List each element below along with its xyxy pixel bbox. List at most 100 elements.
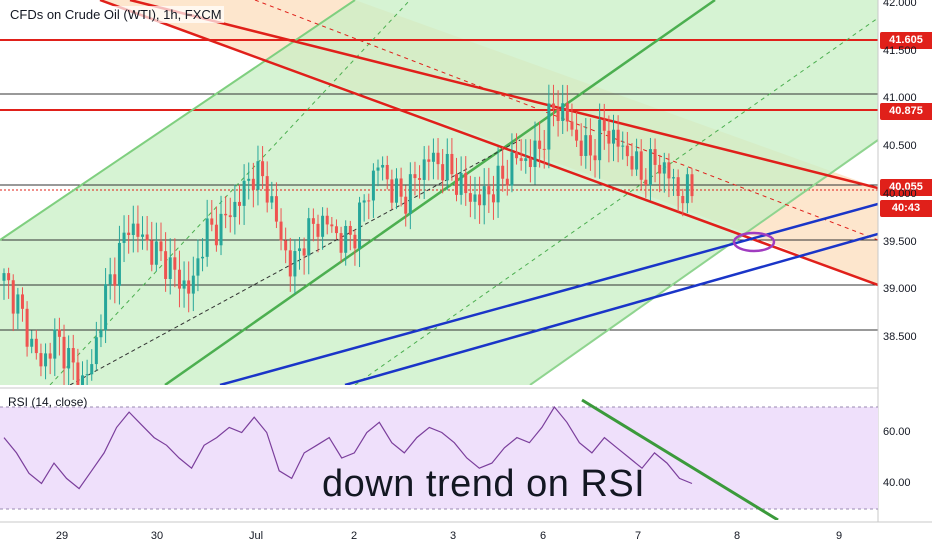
candle-body	[427, 159, 431, 162]
candle-body	[270, 196, 274, 203]
candle-body	[44, 353, 48, 367]
candle-body	[376, 167, 380, 171]
candle-body	[25, 308, 29, 347]
candle-body	[505, 178, 509, 186]
candle-body	[104, 284, 108, 331]
candle-body	[224, 213, 228, 216]
candle-body	[542, 148, 546, 150]
candle-body	[293, 251, 297, 277]
candle-body	[478, 194, 482, 206]
blue-support-upper	[219, 202, 878, 385]
candle-body	[182, 280, 186, 289]
candle-body	[191, 275, 195, 294]
rsi-annotation: down trend on RSI	[322, 463, 646, 505]
red-channel-upper	[129, 0, 878, 190]
time-tick-label: 3	[449, 530, 457, 542]
candle-body	[127, 232, 131, 236]
candle-body	[579, 140, 583, 156]
candle-body	[399, 178, 403, 197]
candle-body	[547, 103, 551, 150]
candle-body	[635, 151, 639, 170]
blue-support-lower	[344, 232, 878, 385]
rsi-pane	[0, 398, 878, 520]
candle-body	[30, 338, 34, 347]
candle-body	[173, 257, 177, 270]
candle-body	[7, 273, 11, 281]
candle-body	[436, 152, 440, 165]
candle-body	[418, 178, 422, 180]
candle-body	[501, 165, 505, 179]
candle-body	[515, 152, 519, 159]
green-channel-upper	[529, 139, 878, 385]
candle-body	[408, 174, 412, 214]
candle-body	[681, 195, 685, 204]
candle-body	[334, 226, 338, 234]
candle-body	[565, 103, 569, 122]
price-tick-label: 39.000	[883, 283, 917, 296]
red-channel-lower	[99, 0, 878, 287]
candle-body	[177, 269, 181, 289]
candle-body	[136, 223, 140, 237]
candle-body	[607, 130, 611, 144]
candle-body	[339, 233, 343, 253]
candle-body	[588, 135, 592, 156]
candle-body	[528, 158, 532, 168]
candle-body	[53, 329, 57, 359]
candle-body	[2, 273, 6, 281]
candle-body	[667, 162, 671, 179]
price-tick-label: 40.500	[883, 140, 917, 153]
candle-body	[261, 161, 265, 177]
candle-body	[201, 256, 205, 259]
candle-body	[625, 145, 629, 157]
candle-body	[533, 140, 537, 168]
price-tick-label: 41.000	[883, 92, 917, 105]
candle-body	[344, 225, 348, 253]
candle-body	[381, 164, 385, 168]
candle-body	[16, 294, 20, 314]
candle-body	[413, 174, 417, 179]
candle-body	[117, 242, 121, 286]
candle-body	[251, 178, 255, 190]
price-tag-40875: 40.875	[880, 103, 932, 120]
candle-body	[168, 257, 172, 279]
candle-body	[214, 224, 218, 246]
candle-body	[141, 234, 145, 237]
rsi-downtrend-line	[581, 398, 779, 520]
candle-body	[302, 248, 306, 256]
candle-body	[237, 201, 241, 206]
candle-body	[247, 178, 251, 181]
candle-body	[242, 180, 246, 206]
candle-body	[321, 215, 325, 237]
candlestick-series	[2, 84, 694, 385]
candle-body	[519, 158, 523, 161]
candle-body	[464, 173, 468, 194]
chart-title: CFDs on Crude Oil (WTI), 1h, FXCM	[8, 6, 224, 23]
candle-body	[362, 200, 366, 203]
candle-body	[431, 152, 435, 162]
candle-body	[602, 119, 606, 131]
candle-body	[612, 129, 616, 144]
candle-body	[685, 174, 689, 204]
candle-body	[233, 201, 237, 218]
candle-body	[385, 164, 389, 180]
candle-body	[187, 280, 191, 294]
candle-body	[367, 200, 371, 202]
time-tick-label: 29	[55, 530, 69, 542]
candle-body	[348, 225, 352, 235]
candle-body	[441, 164, 445, 181]
candle-body	[394, 178, 398, 203]
candle-body	[616, 129, 620, 147]
candle-body	[630, 156, 634, 170]
candle-body	[85, 374, 89, 376]
candle-body	[455, 174, 459, 195]
candle-body	[593, 155, 597, 161]
candle-body	[422, 159, 426, 180]
candle-body	[108, 274, 112, 285]
candle-body	[39, 353, 43, 367]
candle-body	[145, 234, 149, 241]
candle-body	[575, 129, 579, 141]
current-price-tag: 40.055	[880, 179, 932, 196]
candle-body	[288, 250, 292, 277]
candle-body	[205, 218, 209, 257]
